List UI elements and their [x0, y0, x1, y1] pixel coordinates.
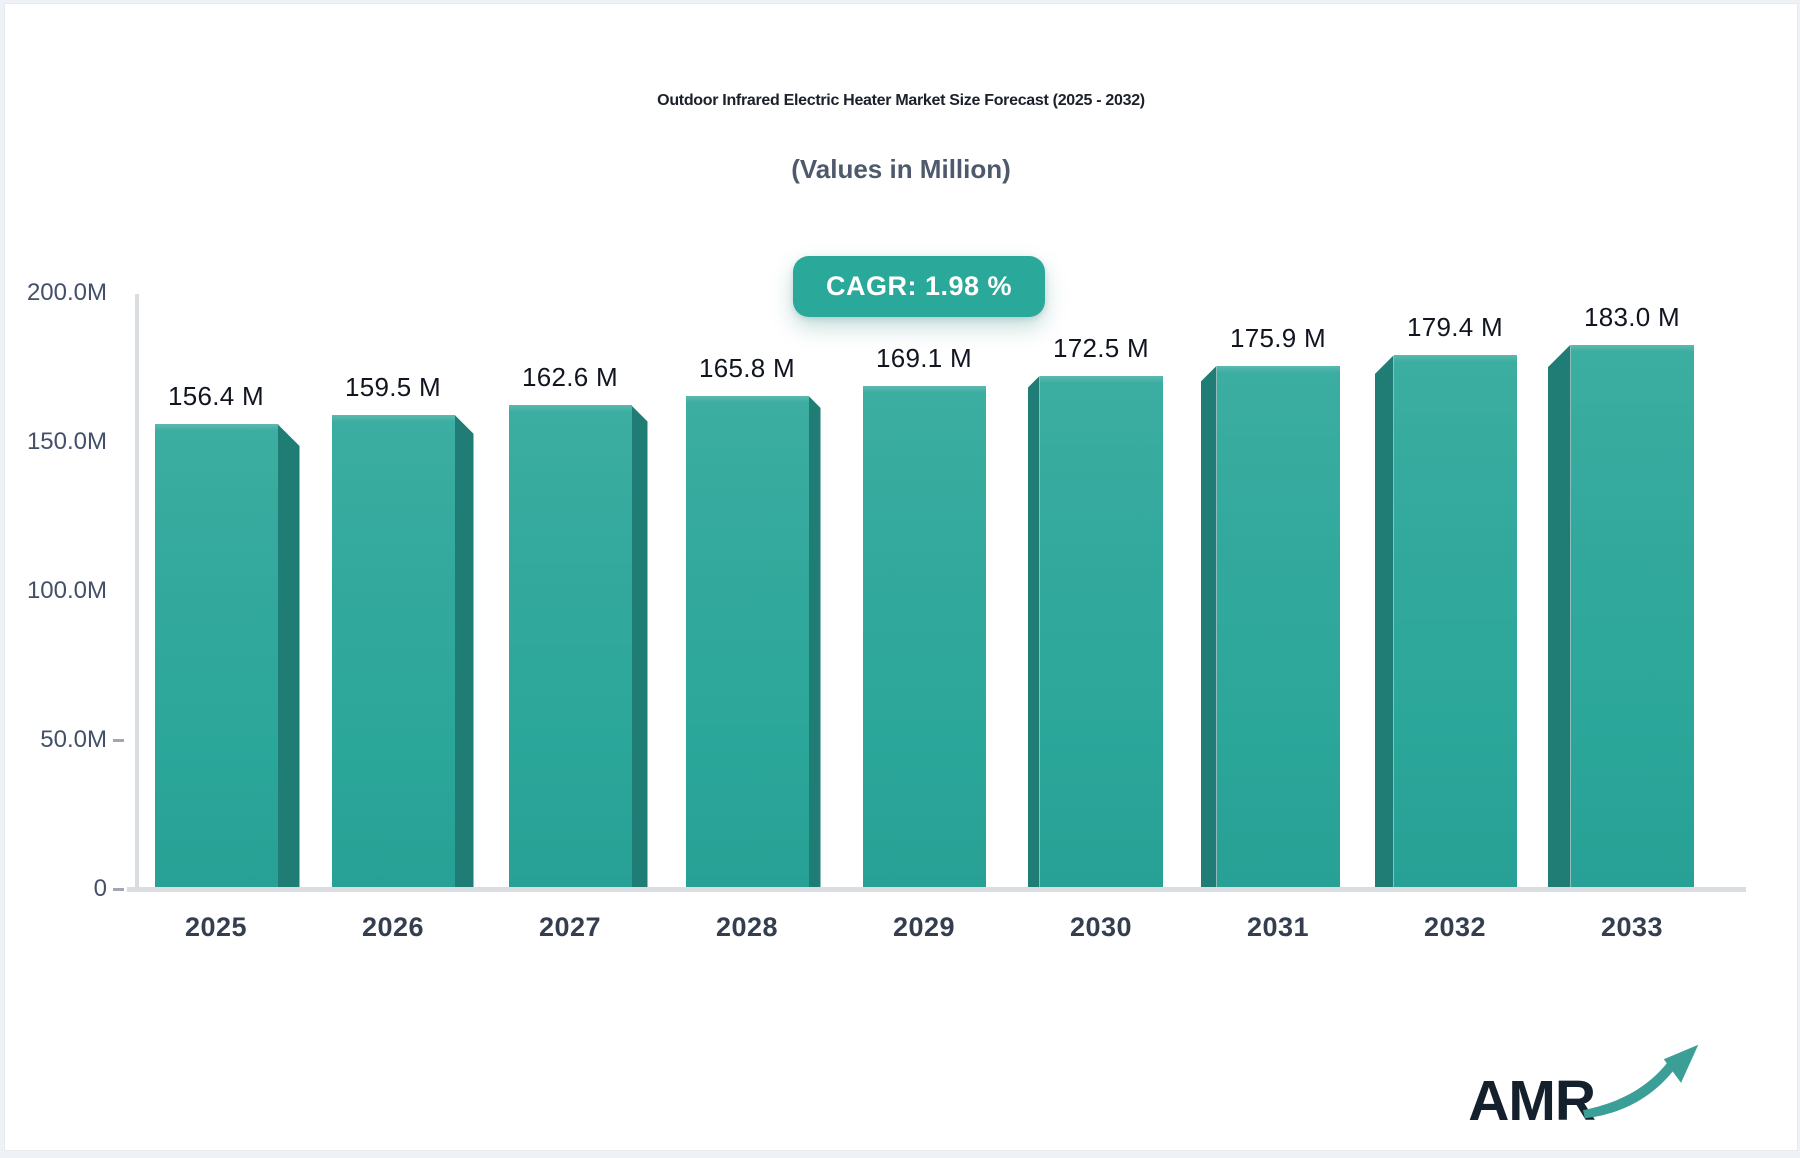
bar-3d-side: [1200, 365, 1217, 890]
bar-2030: [1039, 375, 1163, 890]
x-axis-year-label: 2032: [1423, 912, 1487, 942]
plot-area: 200.0M 150.0M 100.0M 50.0M 0 156.4 M 2025 159.5…: [27, 279, 1746, 942]
bar-2032: [1393, 355, 1517, 890]
x-axis-year-label: 2031: [1246, 912, 1310, 942]
bar-value-label: 156.4 M: [167, 380, 265, 411]
bar-value-label: 159.5 M: [344, 371, 442, 402]
bar-2029: [862, 386, 986, 890]
bar-3d-side: [277, 423, 300, 890]
bar-value-label: 183.0 M: [1583, 301, 1681, 332]
y-axis-tick-label: 0: [93, 875, 107, 902]
bar-3d-side: [454, 414, 474, 890]
bar-2025: [154, 423, 278, 890]
y-axis-tick-mark: [113, 739, 124, 742]
bar-2028: [685, 395, 809, 890]
x-axis-year-label: 2030: [1069, 912, 1133, 942]
bar-2033: [1570, 344, 1694, 890]
y-axis-tick-label: 150.0M: [26, 428, 107, 455]
bar-3d-side: [631, 405, 648, 890]
growth-arrow-icon: [1583, 1044, 1699, 1119]
x-axis-year-label: 2027: [538, 912, 602, 942]
y-axis-line: [135, 294, 139, 890]
x-axis-year-label: 2025: [184, 912, 248, 942]
y-axis-tick-mark: [113, 888, 124, 891]
x-axis-year-label: 2033: [1600, 912, 1664, 942]
x-axis-year-label: 2029: [892, 912, 956, 942]
bar-value-label: 169.1 M: [875, 343, 973, 374]
bar-3d-side: [1547, 344, 1571, 890]
chart-subtitle: (Values in Million): [791, 154, 1011, 184]
bar-value-label: 162.6 M: [521, 362, 619, 393]
cagr-badge: CAGR: 1.98 %: [793, 256, 1046, 317]
y-axis-tick-label: 100.0M: [26, 577, 107, 604]
x-axis-baseline: [127, 887, 1746, 892]
x-axis-year-label: 2028: [715, 912, 779, 942]
brand-logo-text: AMR: [1468, 1069, 1596, 1133]
bar-3d-side: [1027, 375, 1040, 890]
brand-logo: AMR: [1468, 1036, 1701, 1130]
chart-title: Outdoor Infrared Electric Heater Market …: [657, 92, 1145, 109]
bar-value-label: 175.9 M: [1229, 322, 1327, 353]
bar-value-label: 172.5 M: [1052, 332, 1150, 363]
y-axis-tick-label: 50.0M: [40, 726, 107, 753]
x-axis-year-label: 2026: [361, 912, 425, 942]
chart-card: Outdoor Infrared Electric Heater Market …: [4, 3, 1798, 1151]
bar-value-label: 165.8 M: [698, 352, 796, 383]
y-axis-tick-label: 200.0M: [26, 279, 107, 306]
bar-3d-side: [1374, 355, 1394, 890]
bar-2031: [1216, 365, 1340, 890]
bar-2027: [508, 405, 632, 890]
bar-2026: [331, 414, 455, 890]
bar-3d-side: [808, 395, 821, 890]
bar-value-label: 179.4 M: [1406, 312, 1504, 343]
